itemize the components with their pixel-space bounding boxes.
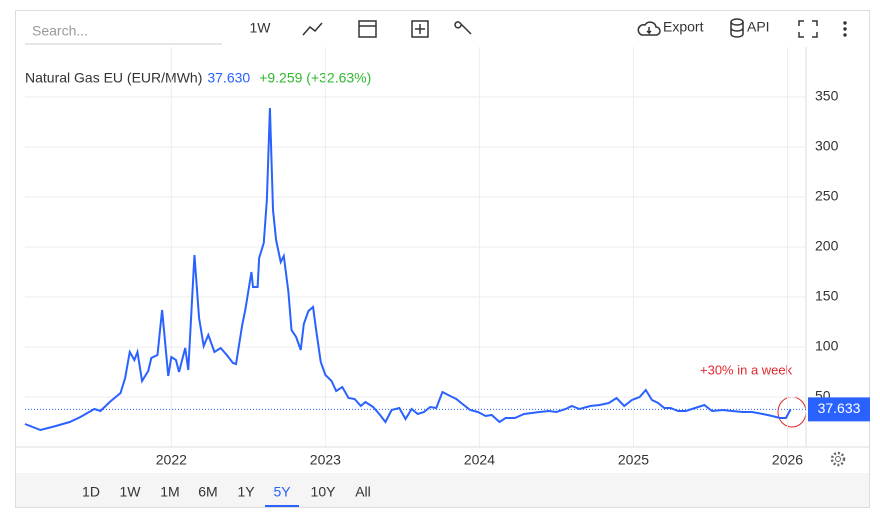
x-tick-label: 2026 <box>772 452 803 468</box>
range-active-underline <box>265 505 299 507</box>
interval-button[interactable]: 1W <box>250 20 272 36</box>
api-icon-body <box>730 22 744 38</box>
x-tick-label: 2023 <box>310 452 341 468</box>
range-button[interactable]: 6M <box>198 484 217 500</box>
range-button[interactable]: 5Y <box>273 484 291 500</box>
y-tick-label: 100 <box>815 338 839 354</box>
chart-type-button[interactable] <box>302 22 323 36</box>
last-value-label: 37.633 <box>818 400 861 416</box>
range-button[interactable]: All <box>355 484 371 500</box>
settings-button[interactable] <box>830 451 846 467</box>
calendar-button[interactable] <box>358 20 377 38</box>
range-button[interactable]: 1D <box>82 484 100 500</box>
add-button[interactable] <box>411 20 429 38</box>
y-tick-label: 150 <box>815 288 839 304</box>
last-value-tag <box>808 397 870 422</box>
y-tick-label: 250 <box>815 188 839 204</box>
y-tick-label: 300 <box>815 138 839 154</box>
y-tick-label: 200 <box>815 238 839 254</box>
range-button[interactable]: 1M <box>160 484 179 500</box>
api-button[interactable]: API <box>747 19 770 35</box>
change: +9.259 (+32.63%) <box>259 70 371 86</box>
last-value: 37.630 <box>207 70 250 86</box>
range-button[interactable]: 1Y <box>237 484 255 500</box>
settings-center <box>835 456 841 462</box>
menu-button[interactable] <box>843 21 847 37</box>
chart-title: Natural Gas EU (EUR/MWh) <box>25 70 202 86</box>
frame <box>15 10 870 508</box>
x-tick-label: 2024 <box>464 452 495 468</box>
tools-button[interactable] <box>454 21 472 35</box>
range-button[interactable]: 10Y <box>311 484 337 500</box>
price-line <box>24 107 792 432</box>
export-button[interactable]: Export <box>663 19 704 35</box>
export-icon <box>637 21 661 36</box>
range-button[interactable]: 1W <box>120 484 142 500</box>
x-tick-label: 2022 <box>156 452 187 468</box>
range-bar <box>16 473 869 507</box>
y-tick-label: 350 <box>815 88 839 104</box>
annotation: +30% in a week <box>700 362 793 377</box>
search-box[interactable]: Search... <box>32 23 88 39</box>
x-tick-label: 2025 <box>618 452 649 468</box>
fullscreen-button[interactable] <box>798 20 818 38</box>
add-icon <box>415 24 425 34</box>
